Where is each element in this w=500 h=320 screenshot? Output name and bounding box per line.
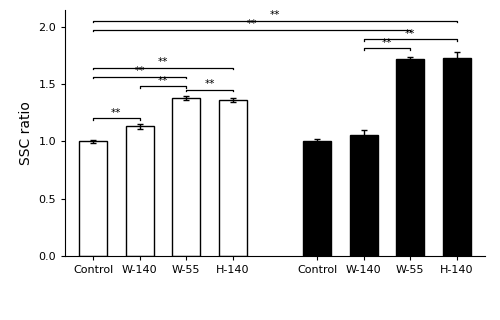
Bar [79,141,107,256]
Y-axis label: SSC ratio: SSC ratio [18,101,32,165]
Bar [172,98,201,256]
Bar [396,59,424,256]
Text: **: ** [405,28,415,39]
Text: **: ** [246,20,257,29]
Text: **: ** [158,76,168,85]
Bar [303,141,331,256]
Text: **: ** [111,108,122,118]
Bar [443,58,471,256]
Text: **: ** [204,79,215,89]
Text: **: ** [270,10,280,20]
Bar [350,134,378,256]
Bar [126,126,154,256]
Bar [219,100,247,256]
Text: **: ** [382,38,392,48]
Text: **: ** [134,67,145,76]
Text: **: ** [158,57,168,67]
